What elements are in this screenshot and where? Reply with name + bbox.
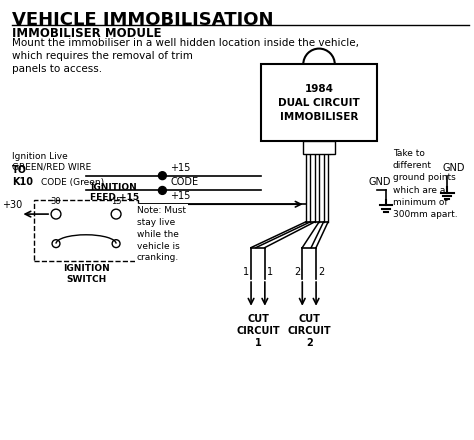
- Text: IGNITION
FEED +15: IGNITION FEED +15: [91, 183, 140, 202]
- Text: CUT
CIRCUIT
1: CUT CIRCUIT 1: [236, 314, 280, 348]
- Text: 30: 30: [51, 197, 61, 206]
- Bar: [261, 64, 377, 141]
- Bar: [303, 141, 335, 154]
- Circle shape: [158, 172, 166, 180]
- Text: +15: +15: [170, 191, 191, 201]
- Text: +15: +15: [170, 163, 191, 173]
- Text: 15: 15: [111, 197, 121, 206]
- Text: Note: Must
stay live
while the
vehicle is
cranking.: Note: Must stay live while the vehicle i…: [137, 206, 186, 262]
- Text: IMMOBILISER MODULE: IMMOBILISER MODULE: [12, 27, 161, 40]
- Bar: [34, 200, 138, 261]
- Text: CUT
CIRCUIT
2: CUT CIRCUIT 2: [287, 314, 331, 348]
- Text: VEHICLE IMMOBILISATION: VEHICLE IMMOBILISATION: [12, 11, 273, 29]
- Circle shape: [111, 209, 121, 219]
- Text: +30: +30: [2, 200, 22, 210]
- Text: TO
K10: TO K10: [12, 165, 33, 187]
- Text: GND: GND: [442, 163, 465, 173]
- Text: 2: 2: [318, 267, 324, 277]
- Text: CODE (Green): CODE (Green): [41, 179, 104, 187]
- Circle shape: [52, 240, 60, 248]
- Text: Take to
different
ground points
which are a
minimum of
300mm apart.: Take to different ground points which ar…: [393, 149, 457, 219]
- Text: GND: GND: [368, 177, 391, 187]
- Text: CODE: CODE: [170, 177, 199, 187]
- Circle shape: [158, 187, 166, 194]
- Text: Mount the immobiliser in a well hidden location inside the vehicle,
which requir: Mount the immobiliser in a well hidden l…: [12, 38, 359, 74]
- Text: 1: 1: [267, 267, 273, 277]
- Text: IGNITION
SWITCH: IGNITION SWITCH: [63, 264, 109, 284]
- Text: Ignition Live
GREEN/RED WIRE: Ignition Live GREEN/RED WIRE: [12, 152, 91, 172]
- Text: 1: 1: [243, 267, 249, 277]
- Text: 2: 2: [294, 267, 301, 277]
- Circle shape: [112, 240, 120, 248]
- Circle shape: [51, 209, 61, 219]
- Text: 1984
DUAL CIRCUIT
IMMOBILISER: 1984 DUAL CIRCUIT IMMOBILISER: [278, 84, 360, 122]
